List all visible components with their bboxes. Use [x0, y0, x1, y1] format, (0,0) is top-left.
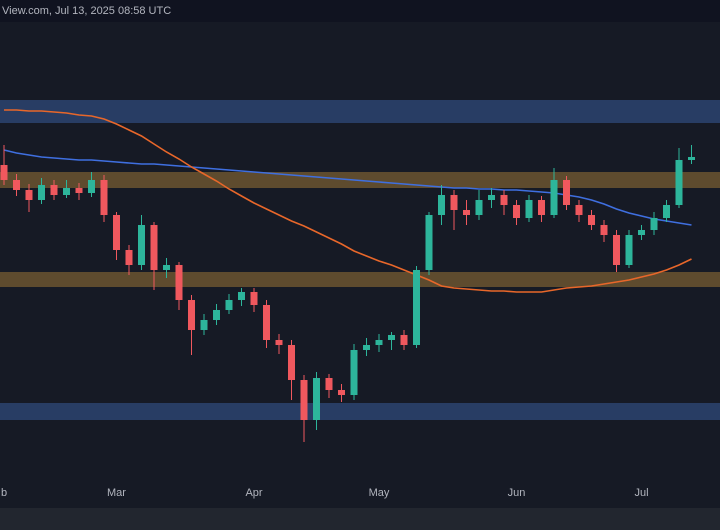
candle-body	[450, 195, 458, 210]
candle-body	[588, 215, 595, 225]
candle-body	[425, 215, 433, 270]
candle-body	[200, 320, 208, 330]
candle-body	[125, 250, 133, 265]
candle-body	[663, 205, 670, 218]
x-tick-label: Jul	[634, 487, 648, 499]
header-bar	[0, 0, 720, 22]
candle-body	[275, 340, 283, 345]
candle-body	[238, 292, 245, 300]
zone	[0, 272, 720, 287]
candle-body	[388, 335, 395, 340]
candle-body	[363, 345, 370, 350]
candle-body	[100, 180, 108, 215]
candle-body	[350, 350, 358, 395]
candle-body	[250, 292, 258, 305]
candle-body	[88, 180, 95, 193]
x-tick-label: Apr	[245, 487, 262, 499]
candle-body	[0, 165, 8, 180]
candle-body	[175, 265, 183, 300]
candle-body	[475, 200, 483, 215]
candle-body	[225, 300, 233, 310]
candle-body	[438, 195, 445, 215]
candle-body	[600, 225, 608, 235]
zone	[0, 100, 720, 123]
candle-body	[613, 235, 620, 265]
candle-body	[400, 335, 408, 345]
candle-body	[25, 190, 33, 200]
x-tick-label: Jun	[508, 487, 526, 499]
x-tick-label: May	[369, 487, 390, 499]
candle-body	[675, 160, 683, 205]
candle-body	[300, 380, 308, 420]
candle-body	[13, 180, 20, 190]
footer-bar	[0, 508, 720, 530]
candle-body	[563, 180, 570, 205]
candle-body	[525, 200, 533, 218]
candle-body	[138, 225, 145, 265]
candle-body	[513, 205, 520, 218]
candle-body	[163, 265, 170, 270]
candle-body	[150, 225, 158, 270]
candle-body	[550, 180, 558, 215]
zone	[0, 403, 720, 420]
candle-body	[463, 210, 470, 215]
moving-average	[3, 149, 692, 226]
candle-body	[213, 310, 220, 320]
candle-body	[75, 188, 83, 193]
x-tick-label: Mar	[107, 487, 126, 499]
candle-body	[38, 185, 45, 200]
candle-body	[63, 188, 70, 195]
candle-body	[375, 340, 383, 345]
candle-body	[500, 195, 508, 205]
candle-body	[50, 185, 58, 195]
candle-body	[188, 300, 195, 330]
candle-body	[313, 378, 320, 420]
candle-body	[625, 235, 633, 265]
candle-body	[650, 218, 658, 230]
x-tick-label: b	[1, 487, 7, 499]
moving-average	[4, 109, 692, 293]
candle-body	[338, 390, 345, 395]
candle-body	[113, 215, 120, 250]
candle-body	[638, 230, 645, 235]
candle-body	[538, 200, 545, 215]
candle-body	[413, 270, 420, 345]
candle-body	[325, 378, 333, 390]
candle-body	[488, 195, 495, 200]
candle-body	[263, 305, 270, 340]
candle-body	[688, 157, 695, 160]
candle-body	[288, 345, 295, 380]
candle-body	[575, 205, 583, 215]
chart-title: View.com, Jul 13, 2025 08:58 UTC	[2, 5, 171, 17]
